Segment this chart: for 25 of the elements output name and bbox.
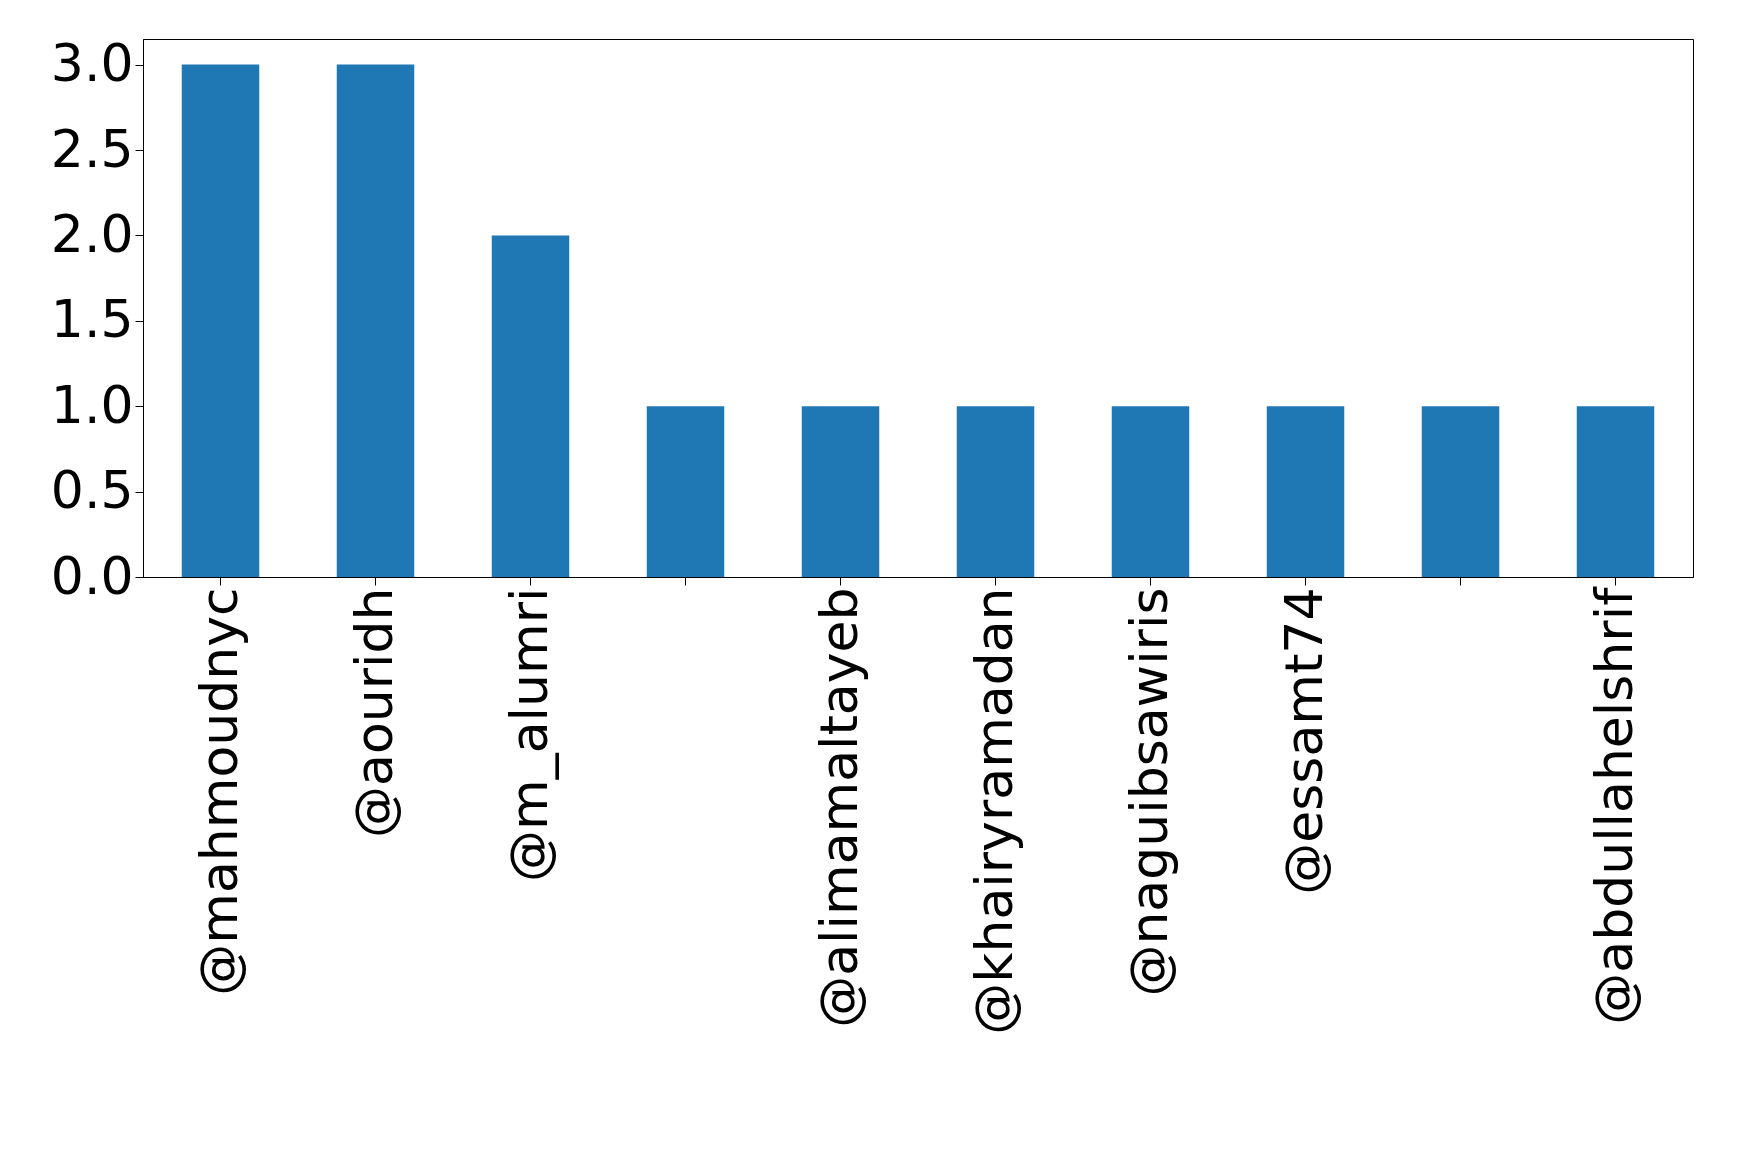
y-tick-label: 2.0 (50, 203, 134, 264)
bar (1421, 406, 1500, 577)
y-tick-label: 3.0 (50, 33, 134, 94)
x-tick-label: @aouridh (343, 587, 404, 838)
x-tick-label: @abdullahelshrif (1583, 585, 1644, 1025)
bar (336, 64, 415, 577)
x-tick-label: @essamt74 (1273, 587, 1334, 895)
x-tick-label: @m_alumri (498, 587, 559, 882)
y-tick-label: 2.5 (50, 118, 134, 179)
x-tick-label: @khairyramadan (963, 587, 1024, 1035)
y-tick-label: 1.0 (50, 374, 134, 435)
y-tick-label: 0.5 (50, 460, 134, 521)
bar (1266, 406, 1345, 577)
bar (1111, 406, 1190, 577)
y-tick-label: 1.5 (50, 289, 134, 350)
x-tick-label: @naguibsawiris (1118, 587, 1179, 997)
bar (1576, 406, 1655, 577)
bar (491, 235, 570, 577)
x-tick-label: @mahmoudnyc (188, 587, 249, 996)
x-tick-label: @alimamaltayeb (808, 587, 869, 1028)
bar (956, 406, 1035, 577)
bar (181, 64, 260, 577)
bar (801, 406, 880, 577)
bar (646, 406, 725, 577)
y-tick-label: 0.0 (50, 545, 134, 606)
